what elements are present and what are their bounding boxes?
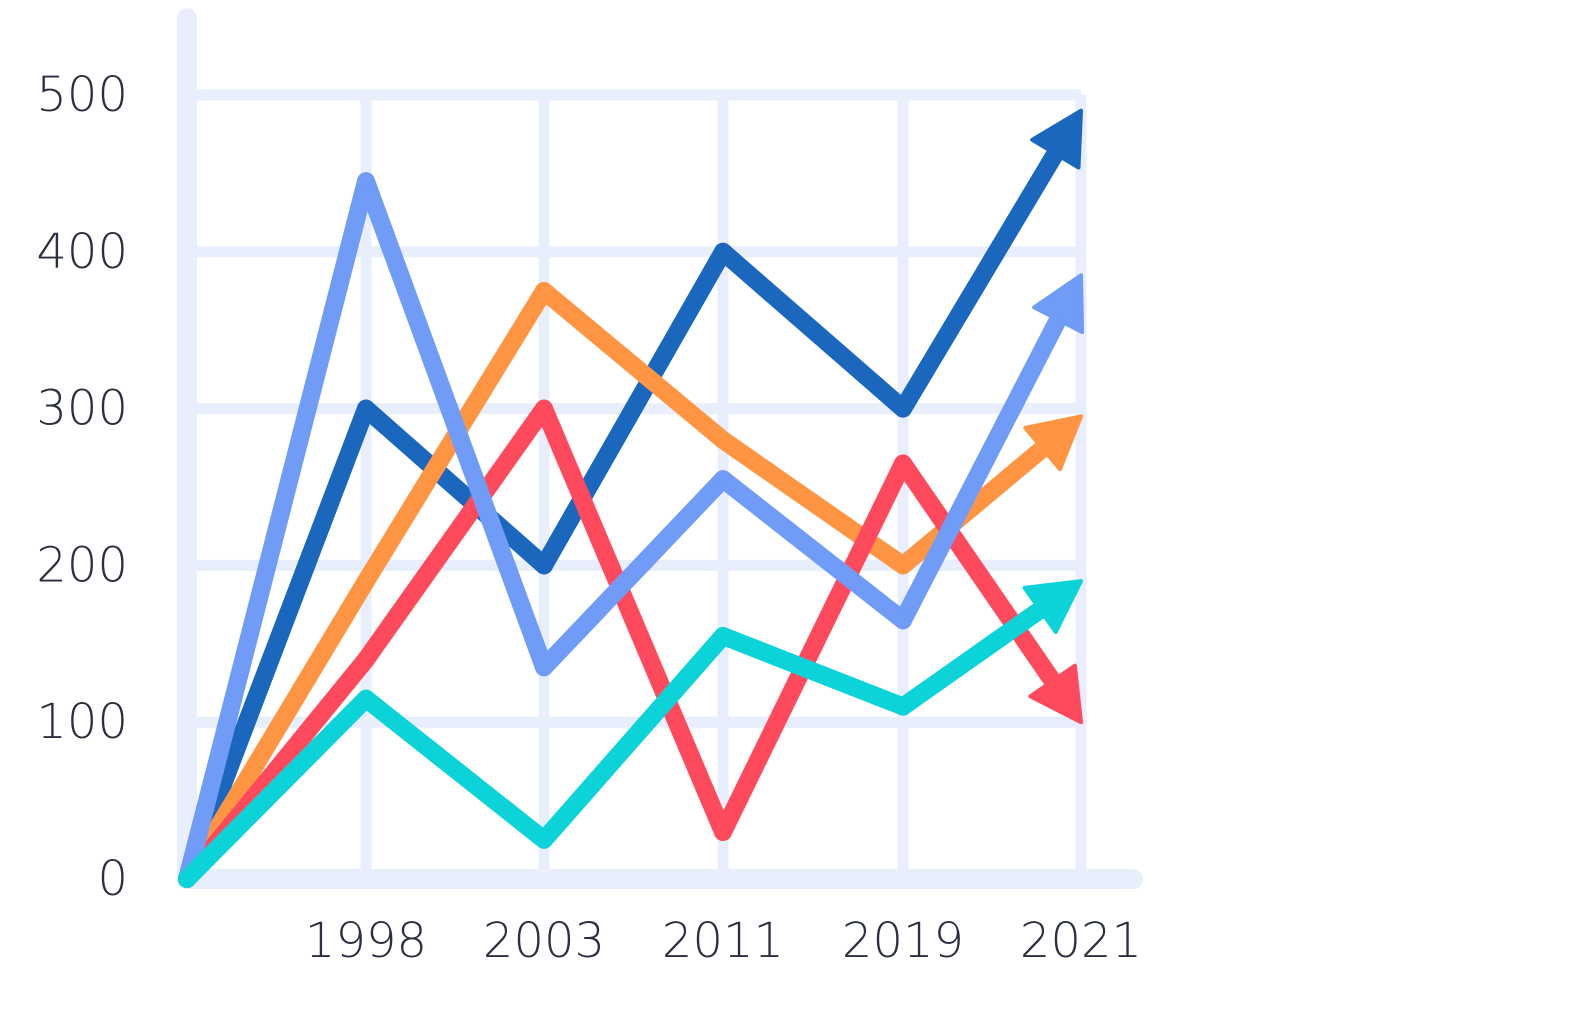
grid: [187, 89, 1087, 879]
y-axis-tick-labels: 0 100 200 300 400 500: [36, 67, 128, 907]
series-point: [535, 658, 553, 677]
series-line: [178, 399, 1067, 888]
series-point: [894, 611, 912, 630]
series-point: [357, 572, 375, 591]
series-point: [357, 172, 375, 191]
x-axis-tick-labels: 1998 2003 2011 2019 2021: [305, 913, 1142, 969]
series-lines: [178, 108, 1085, 888]
y-tick-label: 200: [36, 537, 128, 593]
series-line: [178, 137, 1069, 888]
y-tick-label: 500: [36, 67, 128, 123]
series-point: [357, 689, 375, 708]
series-point: [535, 830, 553, 849]
series-line: [178, 172, 1071, 888]
series-point: [894, 454, 912, 473]
y-tick-label: 300: [36, 381, 128, 437]
series-point: [714, 242, 732, 261]
series-point: [357, 650, 375, 669]
series-point: [535, 556, 553, 575]
series-point: [535, 399, 553, 418]
series-line: [178, 282, 1058, 888]
x-tick-label: 2003: [483, 913, 605, 969]
y-tick-label: 100: [36, 694, 128, 750]
series-arrow-head: [1023, 414, 1083, 472]
x-tick-label: 2019: [842, 913, 964, 969]
series-arrow-head: [1030, 108, 1083, 170]
x-tick-label: 1998: [305, 913, 427, 969]
series-arrow-head: [1028, 663, 1083, 725]
series-point: [714, 822, 732, 841]
x-tick-label: 2021: [1020, 913, 1142, 969]
y-tick-label: 400: [36, 224, 128, 280]
axes: [177, 8, 1143, 889]
series-point: [357, 399, 375, 418]
series-point: [178, 870, 196, 888]
y-tick-label: 0: [97, 851, 128, 907]
series-point: [714, 430, 732, 449]
series-arrow-head: [1032, 273, 1085, 335]
series-point: [894, 697, 912, 716]
series-point: [714, 470, 732, 489]
series-point: [535, 282, 553, 300]
series-line: [178, 596, 1056, 888]
series-arrow-head: [1022, 579, 1083, 634]
series-point: [894, 556, 912, 575]
series-point: [894, 399, 912, 418]
series-point: [714, 626, 732, 645]
x-tick-label: 2011: [662, 913, 784, 969]
